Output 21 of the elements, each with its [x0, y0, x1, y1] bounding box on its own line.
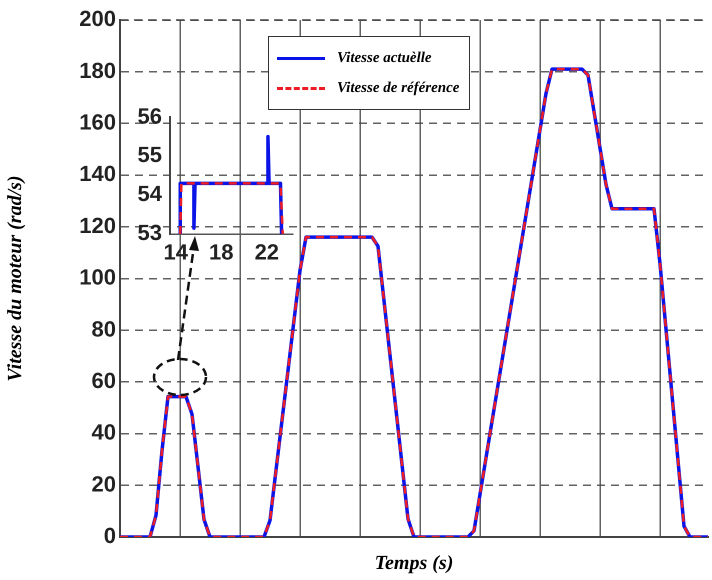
legend-label: Vitesse de référence	[337, 80, 460, 96]
y-tick-label: 0	[104, 523, 116, 548]
y-tick-label: 54	[138, 181, 163, 206]
legend-label: Vitesse actuèlle	[337, 50, 432, 66]
y-tick-label: 140	[79, 161, 116, 186]
y-tick-label: 53	[138, 220, 162, 246]
y-tick-label: 100	[79, 264, 116, 290]
x-axis-title: Temps (s)	[374, 552, 454, 574]
y-tick-label: 60	[92, 368, 116, 393]
y-tick-label: 200	[79, 6, 116, 32]
y-tick-label: 180	[79, 58, 116, 83]
y-tick-label: 80	[92, 316, 116, 342]
y-tick-label: 56	[138, 103, 162, 128]
x-tick-label: 18	[209, 239, 234, 264]
y-tick-label: 55	[138, 142, 162, 168]
y-axis-title: Vitesse du moteur (rad/s)	[4, 175, 26, 382]
y-tick-label: 160	[79, 109, 116, 134]
y-tick-label: 120	[79, 212, 116, 238]
y-tick-label: 20	[92, 471, 116, 496]
y-tick-label: 40	[92, 420, 116, 445]
x-tick-label: 22	[254, 239, 280, 264]
